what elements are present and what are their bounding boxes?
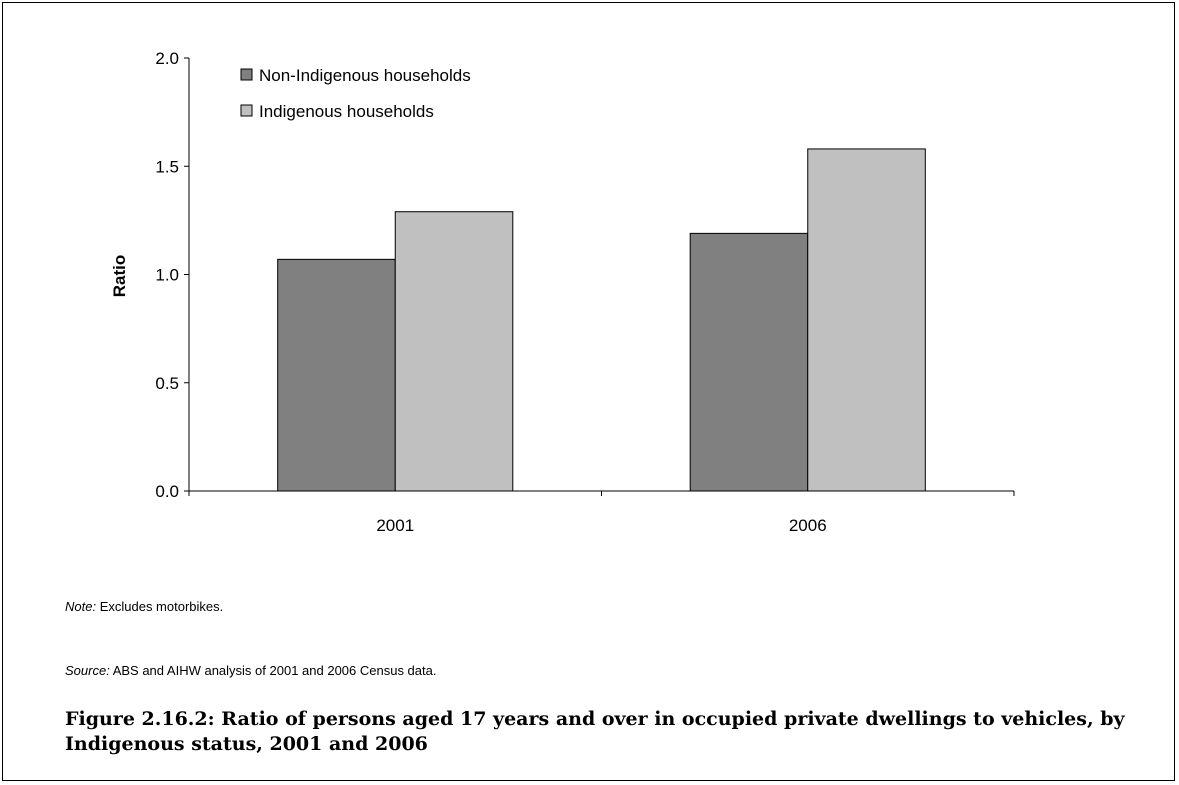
bar [689, 232, 809, 492]
source-body: ABS and AIHW analysis of 2001 and 2006 C… [109, 663, 437, 678]
y-tick-label: 1.0 [155, 266, 179, 285]
figure-caption: Figure 2.16.2: Ratio of persons aged 17 … [65, 708, 1125, 755]
bar [394, 211, 514, 492]
bars [277, 148, 926, 492]
x-tick-label: 2001 [376, 516, 414, 535]
legend: Non-Indigenous households Indigenous hous… [240, 66, 471, 121]
legend-label: Indigenous households [259, 102, 434, 121]
y-tick-label: 1.5 [155, 157, 179, 176]
y-axis: 0.0 0.5 1.0 1.5 2.0 [155, 49, 190, 501]
source-text: Source: ABS and AIHW analysis of 2001 an… [65, 663, 436, 678]
source-lead: Source: [65, 663, 110, 678]
x-axis: 2001 2006 [188, 490, 1015, 535]
note-body: Excludes motorbikes. [96, 599, 224, 614]
legend-label: Non-Indigenous households [259, 66, 471, 85]
bar [277, 258, 396, 492]
x-tick-label: 2006 [789, 516, 827, 535]
note-text: Note: Excludes motorbikes. [65, 599, 223, 614]
y-tick-label: 0.0 [155, 482, 179, 501]
y-axis-label: Ratio [110, 255, 129, 298]
y-tick-label: 2.0 [155, 49, 179, 68]
y-tick-label: 0.5 [155, 374, 179, 393]
bar-chart: 0.0 0.5 1.0 1.5 2.0 2001 2006 Non-Indigenous … [110, 49, 1015, 535]
legend-swatch [240, 104, 253, 117]
bar [807, 148, 926, 492]
note-lead: Note: [65, 599, 97, 614]
legend-swatch [240, 68, 253, 81]
